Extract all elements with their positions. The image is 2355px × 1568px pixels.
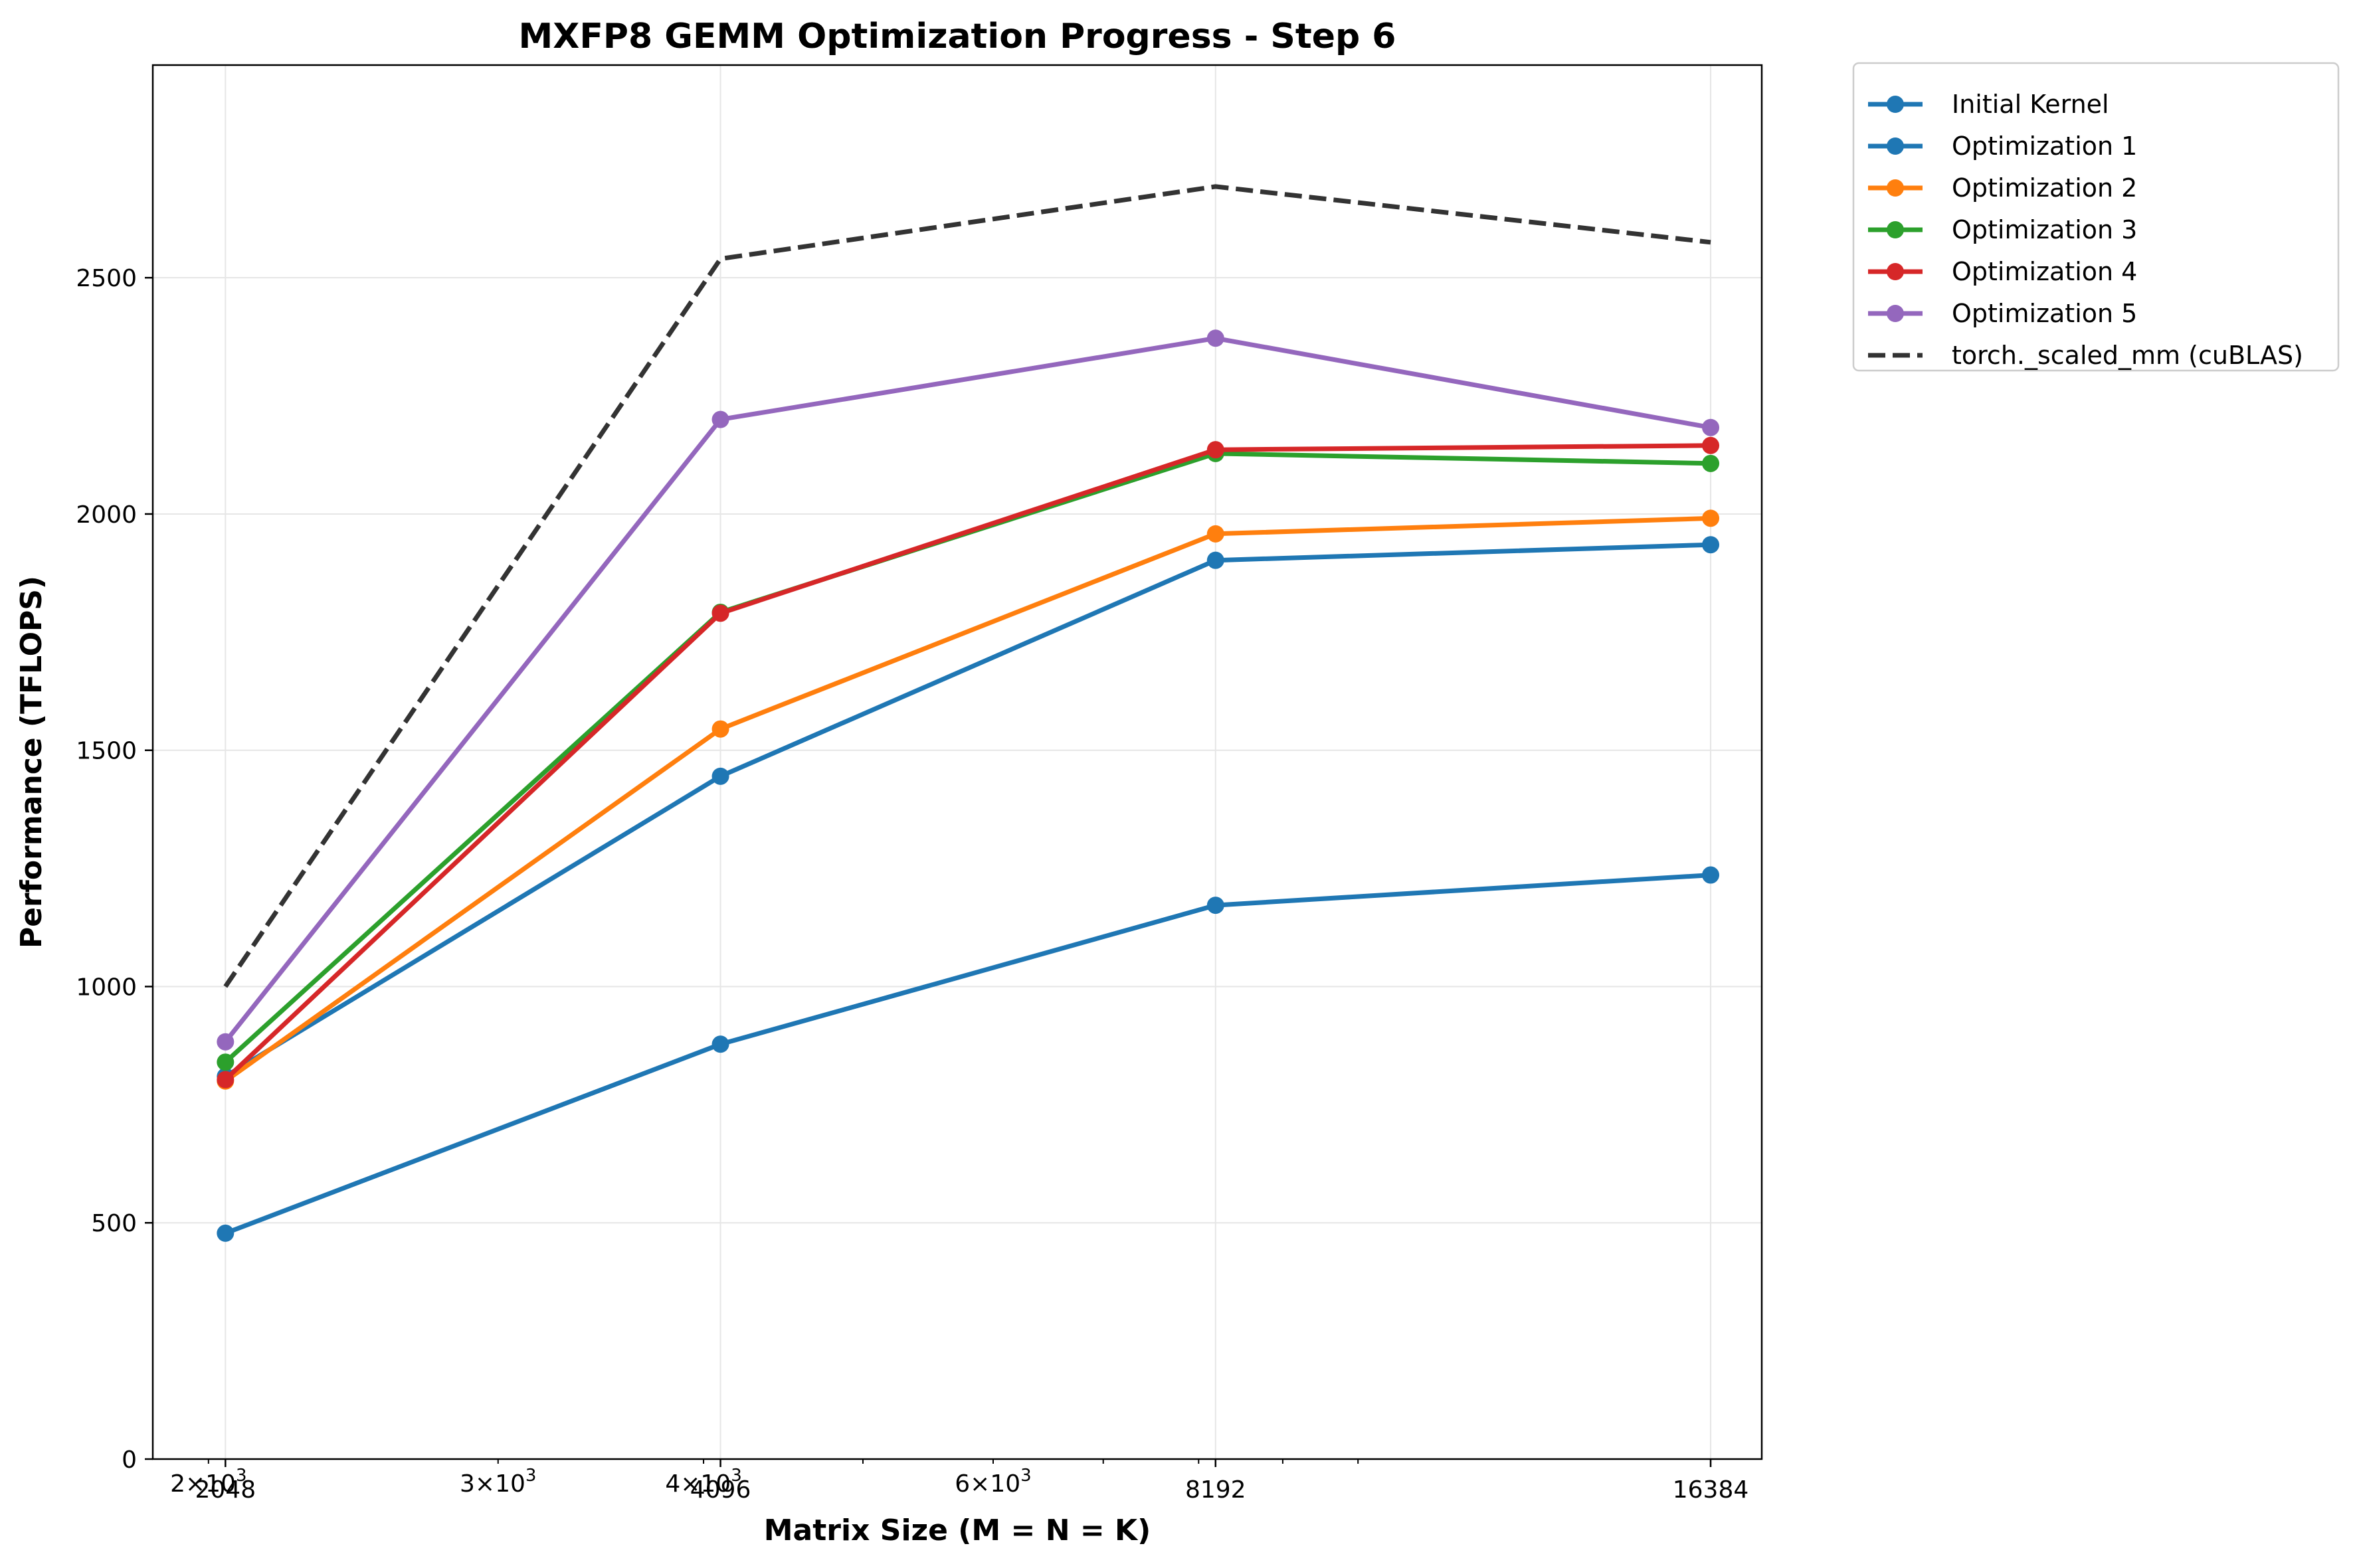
data-point-5 — [1702, 418, 1720, 436]
y-tick-label: 0 — [122, 1446, 137, 1474]
x-tick-label: 2048 — [195, 1476, 256, 1504]
y-tick-label: 2000 — [76, 501, 137, 529]
series-line-0 — [225, 873, 1711, 1236]
x-minor-tick-label: 6×103 — [955, 1466, 1031, 1498]
legend-swatch-marker — [1887, 221, 1904, 238]
x-axis-label: Matrix Size (M = N = K) — [764, 1514, 1151, 1547]
data-point-4 — [711, 604, 729, 622]
data-point-0 — [711, 1035, 729, 1053]
legend-swatch-marker — [1887, 263, 1904, 280]
data-point-1 — [1206, 551, 1224, 569]
data-point-0 — [217, 1224, 235, 1242]
x-tick-label: 8192 — [1185, 1476, 1246, 1504]
legend-swatch-marker — [1887, 305, 1904, 322]
data-point-5 — [711, 410, 729, 428]
axes: 0 500 1000 1500 2000 2500 2048 4096 8192 16384 2×1… — [76, 265, 1748, 1504]
data-point-4 — [217, 1071, 235, 1089]
legend-box — [1852, 62, 2340, 372]
data-point-4 — [1702, 436, 1720, 454]
legend-label: Initial Kernel — [1952, 90, 2109, 119]
legend-label: Optimization 5 — [1952, 299, 2137, 328]
y-tick-label: 500 — [91, 1210, 137, 1237]
legend-label: Optimization 1 — [1952, 131, 2137, 161]
series-line-1 — [224, 542, 1711, 1079]
plot-frame — [151, 64, 1763, 1460]
legend-swatch-marker — [1887, 179, 1904, 197]
data-point-0 — [1702, 866, 1720, 884]
x-minor-tick-label: 2×103 — [170, 1466, 246, 1498]
legend-label: torch._scaled_mm (cuBLAS) — [1952, 341, 2303, 370]
data-point-1 — [711, 767, 729, 785]
legend-swatch-marker — [1887, 137, 1904, 155]
legend-swatch-marker — [1887, 96, 1904, 113]
series-line-4 — [223, 443, 1711, 1082]
x-tick-label: 4096 — [690, 1476, 751, 1504]
y-tick-label: 2500 — [76, 265, 137, 292]
data-point-3 — [1702, 454, 1720, 472]
data-point-2 — [711, 720, 729, 738]
series-layer — [217, 184, 1720, 1242]
data-point-2 — [1702, 509, 1720, 527]
legend: Initial Kernel Optimization 1 Optimization… — [1852, 62, 2340, 372]
data-point-4 — [1206, 441, 1224, 459]
data-point-5 — [1206, 329, 1224, 347]
series-line-5 — [223, 335, 1711, 1043]
data-point-2 — [1206, 525, 1224, 543]
y-axis-label: Performance (TFLOPS) — [15, 576, 48, 948]
x-minor-tick-label: 3×103 — [460, 1466, 536, 1498]
series-line-2 — [224, 515, 1711, 1083]
legend-label: Optimization 2 — [1952, 173, 2137, 203]
x-tick-label: 16384 — [1673, 1476, 1749, 1504]
legend-label: Optimization 4 — [1952, 257, 2137, 286]
y-tick-label: 1000 — [76, 974, 137, 1001]
y-tick-label: 1500 — [76, 738, 137, 765]
data-point-5 — [217, 1033, 235, 1051]
legend-label: Optimization 3 — [1952, 215, 2137, 244]
data-point-3 — [217, 1053, 235, 1071]
data-point-1 — [1702, 536, 1720, 554]
series-line-6 — [223, 184, 1711, 988]
chart-title: MXFP8 GEMM Optimization Progress - Step … — [519, 17, 1396, 56]
data-point-0 — [1206, 897, 1224, 915]
x-minor-tick-label: 4×103 — [665, 1466, 741, 1498]
